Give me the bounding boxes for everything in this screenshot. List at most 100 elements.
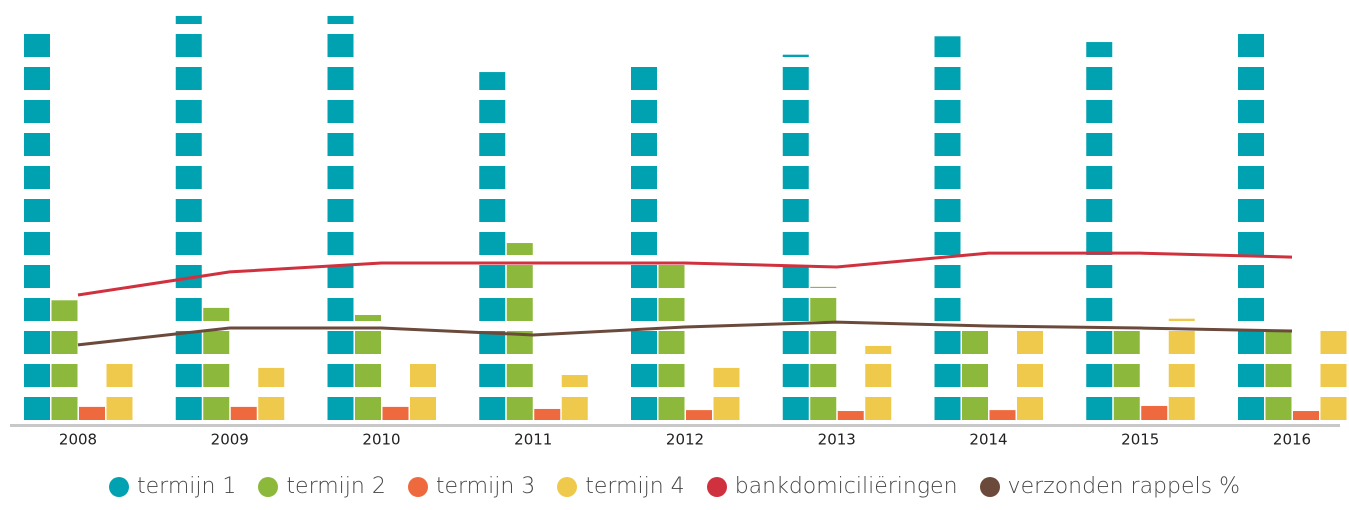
bar-block xyxy=(327,133,354,156)
bar-block xyxy=(1113,397,1140,420)
bar-block xyxy=(327,298,354,321)
bar-block xyxy=(106,397,133,420)
bar xyxy=(631,67,657,420)
bar-block xyxy=(1168,318,1195,321)
x-tick-label: 2013 xyxy=(818,431,856,449)
bar-block xyxy=(24,265,50,288)
bar xyxy=(79,406,105,420)
bar-block xyxy=(962,397,988,420)
bar-block xyxy=(782,298,809,321)
bar-block xyxy=(24,364,50,387)
bar-block xyxy=(1238,331,1264,354)
bar-block xyxy=(479,72,506,90)
x-tick-label: 2010 xyxy=(362,431,400,449)
bar-block xyxy=(479,199,506,222)
bar-block xyxy=(534,408,561,420)
bar-block xyxy=(1238,364,1264,387)
bar-block xyxy=(1168,397,1195,420)
bar-block xyxy=(713,397,740,420)
bar-block xyxy=(24,67,50,90)
x-tick-label: 2015 xyxy=(1121,431,1159,449)
x-tick-label: 2014 xyxy=(969,431,1007,449)
bar-block xyxy=(658,364,685,387)
line xyxy=(77,251,1293,297)
bar-block xyxy=(810,298,837,321)
bar-block xyxy=(1238,298,1264,321)
legend-swatch xyxy=(109,476,129,497)
bar-block xyxy=(24,397,50,420)
legend-swatch xyxy=(979,476,1000,497)
bar-block xyxy=(230,406,257,420)
bar-block xyxy=(382,406,409,420)
bar-block xyxy=(1265,397,1292,420)
bar-block xyxy=(934,331,961,354)
bar-block xyxy=(1238,199,1264,222)
bar-block xyxy=(327,199,354,222)
bar-block xyxy=(175,166,202,189)
bar-block xyxy=(1086,100,1113,123)
bar xyxy=(810,286,837,420)
bar-block xyxy=(175,331,202,354)
bar-block xyxy=(934,166,961,189)
bar-block xyxy=(934,298,961,321)
bar-block xyxy=(782,199,809,222)
bar-block xyxy=(810,331,837,354)
bar-block xyxy=(355,364,381,387)
bar-block xyxy=(782,54,809,57)
bar-block xyxy=(51,331,78,354)
bar-block xyxy=(782,133,809,156)
bar-block xyxy=(175,100,202,123)
bar-block xyxy=(24,34,50,57)
bar-block xyxy=(203,331,230,354)
bar-block xyxy=(865,364,892,387)
bar-block xyxy=(962,364,988,387)
bar xyxy=(410,364,436,420)
bar-block xyxy=(479,364,506,387)
bar-block xyxy=(1168,331,1195,354)
x-tick-label: 2011 xyxy=(514,431,552,449)
bar xyxy=(782,54,809,420)
bar-block xyxy=(479,331,506,354)
bar xyxy=(713,367,740,420)
bar-block xyxy=(782,100,809,123)
bar xyxy=(1265,331,1292,420)
bar-block xyxy=(506,331,533,354)
bar-block xyxy=(934,36,961,57)
bar xyxy=(355,315,381,420)
bar-block xyxy=(175,34,202,57)
bar-block xyxy=(258,397,285,420)
bar-block xyxy=(506,397,533,420)
bar-block xyxy=(479,298,506,321)
bar-block xyxy=(1017,364,1043,387)
bar-block xyxy=(631,100,657,123)
bar-block xyxy=(1086,133,1113,156)
bar xyxy=(962,331,988,420)
bar-block xyxy=(934,67,961,90)
bar-block xyxy=(203,307,230,321)
bar xyxy=(175,15,202,420)
bar-block xyxy=(479,232,506,255)
legend-label: termijn 3 xyxy=(435,474,536,499)
bar-block xyxy=(1086,331,1113,354)
bar-block xyxy=(1086,232,1113,255)
bar xyxy=(534,408,561,420)
bar-block xyxy=(962,331,988,354)
bar-block xyxy=(837,411,864,420)
bar-block xyxy=(1238,397,1264,420)
bar-block xyxy=(1017,397,1043,420)
bar-block xyxy=(1320,397,1347,420)
bar xyxy=(382,406,409,420)
bar-block xyxy=(631,265,657,288)
bar-block xyxy=(658,331,685,354)
bar-block xyxy=(175,15,202,24)
bar-block xyxy=(934,100,961,123)
bar xyxy=(479,72,506,420)
bar-block xyxy=(1086,42,1113,57)
legend-label: termijn 4 xyxy=(585,474,685,499)
bar-block xyxy=(175,67,202,90)
bar-block xyxy=(79,406,105,420)
bar-block xyxy=(51,364,78,387)
bar-block xyxy=(24,199,50,222)
legend-item: termijn 1 xyxy=(109,474,236,499)
bar-block xyxy=(1086,166,1113,189)
